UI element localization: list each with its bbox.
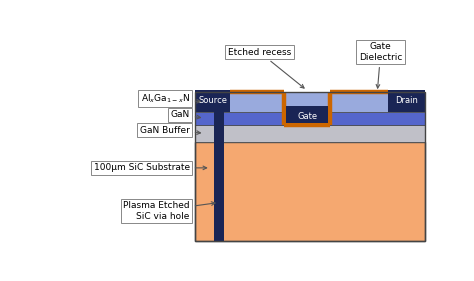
Text: Plasma Etched
SiC via hole: Plasma Etched SiC via hole bbox=[123, 201, 215, 221]
Bar bbox=[286, 106, 328, 123]
Text: Drain: Drain bbox=[395, 96, 418, 105]
Bar bbox=[214, 112, 224, 241]
Bar bbox=[195, 142, 425, 241]
Bar bbox=[195, 124, 425, 142]
Text: Gate
Dielectric: Gate Dielectric bbox=[359, 42, 402, 88]
Bar bbox=[195, 92, 425, 112]
Text: GaN: GaN bbox=[171, 110, 201, 119]
Text: Etched recess: Etched recess bbox=[228, 47, 304, 88]
Text: 100μm SiC Substrate: 100μm SiC Substrate bbox=[93, 163, 207, 172]
Text: Source: Source bbox=[198, 96, 227, 105]
Bar bbox=[195, 92, 425, 241]
Text: Al$_x$Ga$_{1-x}$N: Al$_x$Ga$_{1-x}$N bbox=[141, 92, 201, 105]
Text: GaN Buffer: GaN Buffer bbox=[140, 126, 201, 135]
Text: Gate: Gate bbox=[297, 112, 317, 121]
Bar bbox=[388, 90, 425, 112]
Bar bbox=[195, 112, 425, 124]
Bar bbox=[195, 90, 230, 112]
